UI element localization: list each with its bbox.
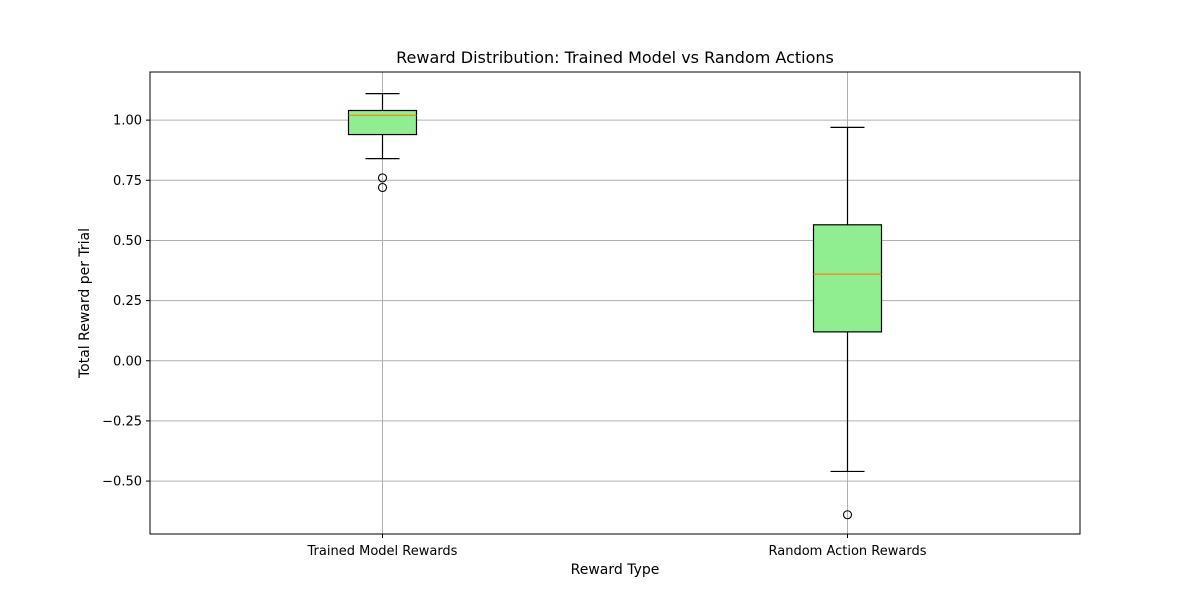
boxes (347, 93, 883, 520)
box-1 (347, 93, 418, 193)
x-ticks: Trained Model Rewards Random Action Rewar… (307, 534, 927, 559)
y-tick-label: −0.50 (102, 475, 142, 490)
plot-frame (149, 71, 1081, 535)
y-ticks: −0.50 −0.25 0.00 0.25 0.50 0.75 1.00 (102, 114, 150, 490)
y-tick-label: 0.50 (113, 234, 142, 249)
x-tick-label: Trained Model Rewards (307, 544, 458, 559)
y-tick-label: 0.00 (113, 354, 142, 369)
y-tick-label: −0.25 (102, 414, 142, 429)
iqr-box (347, 109, 418, 136)
y-tick-label: 0.75 (113, 174, 142, 189)
x-tick-label: Random Action Rewards (769, 544, 927, 559)
grid-lines (150, 72, 1080, 534)
y-tick-label: 0.25 (113, 294, 142, 309)
chart-title: Reward Distribution: Trained Model vs Ra… (396, 48, 834, 67)
outlier-point (842, 510, 853, 520)
outlier-point (377, 173, 388, 183)
y-tick-label: 1.00 (113, 114, 142, 129)
iqr-box (812, 224, 883, 333)
outlier-point (377, 182, 388, 193)
y-axis-label: Total Reward per Trial (77, 228, 93, 379)
x-axis-label: Reward Type (571, 562, 660, 578)
box-2 (812, 126, 883, 520)
